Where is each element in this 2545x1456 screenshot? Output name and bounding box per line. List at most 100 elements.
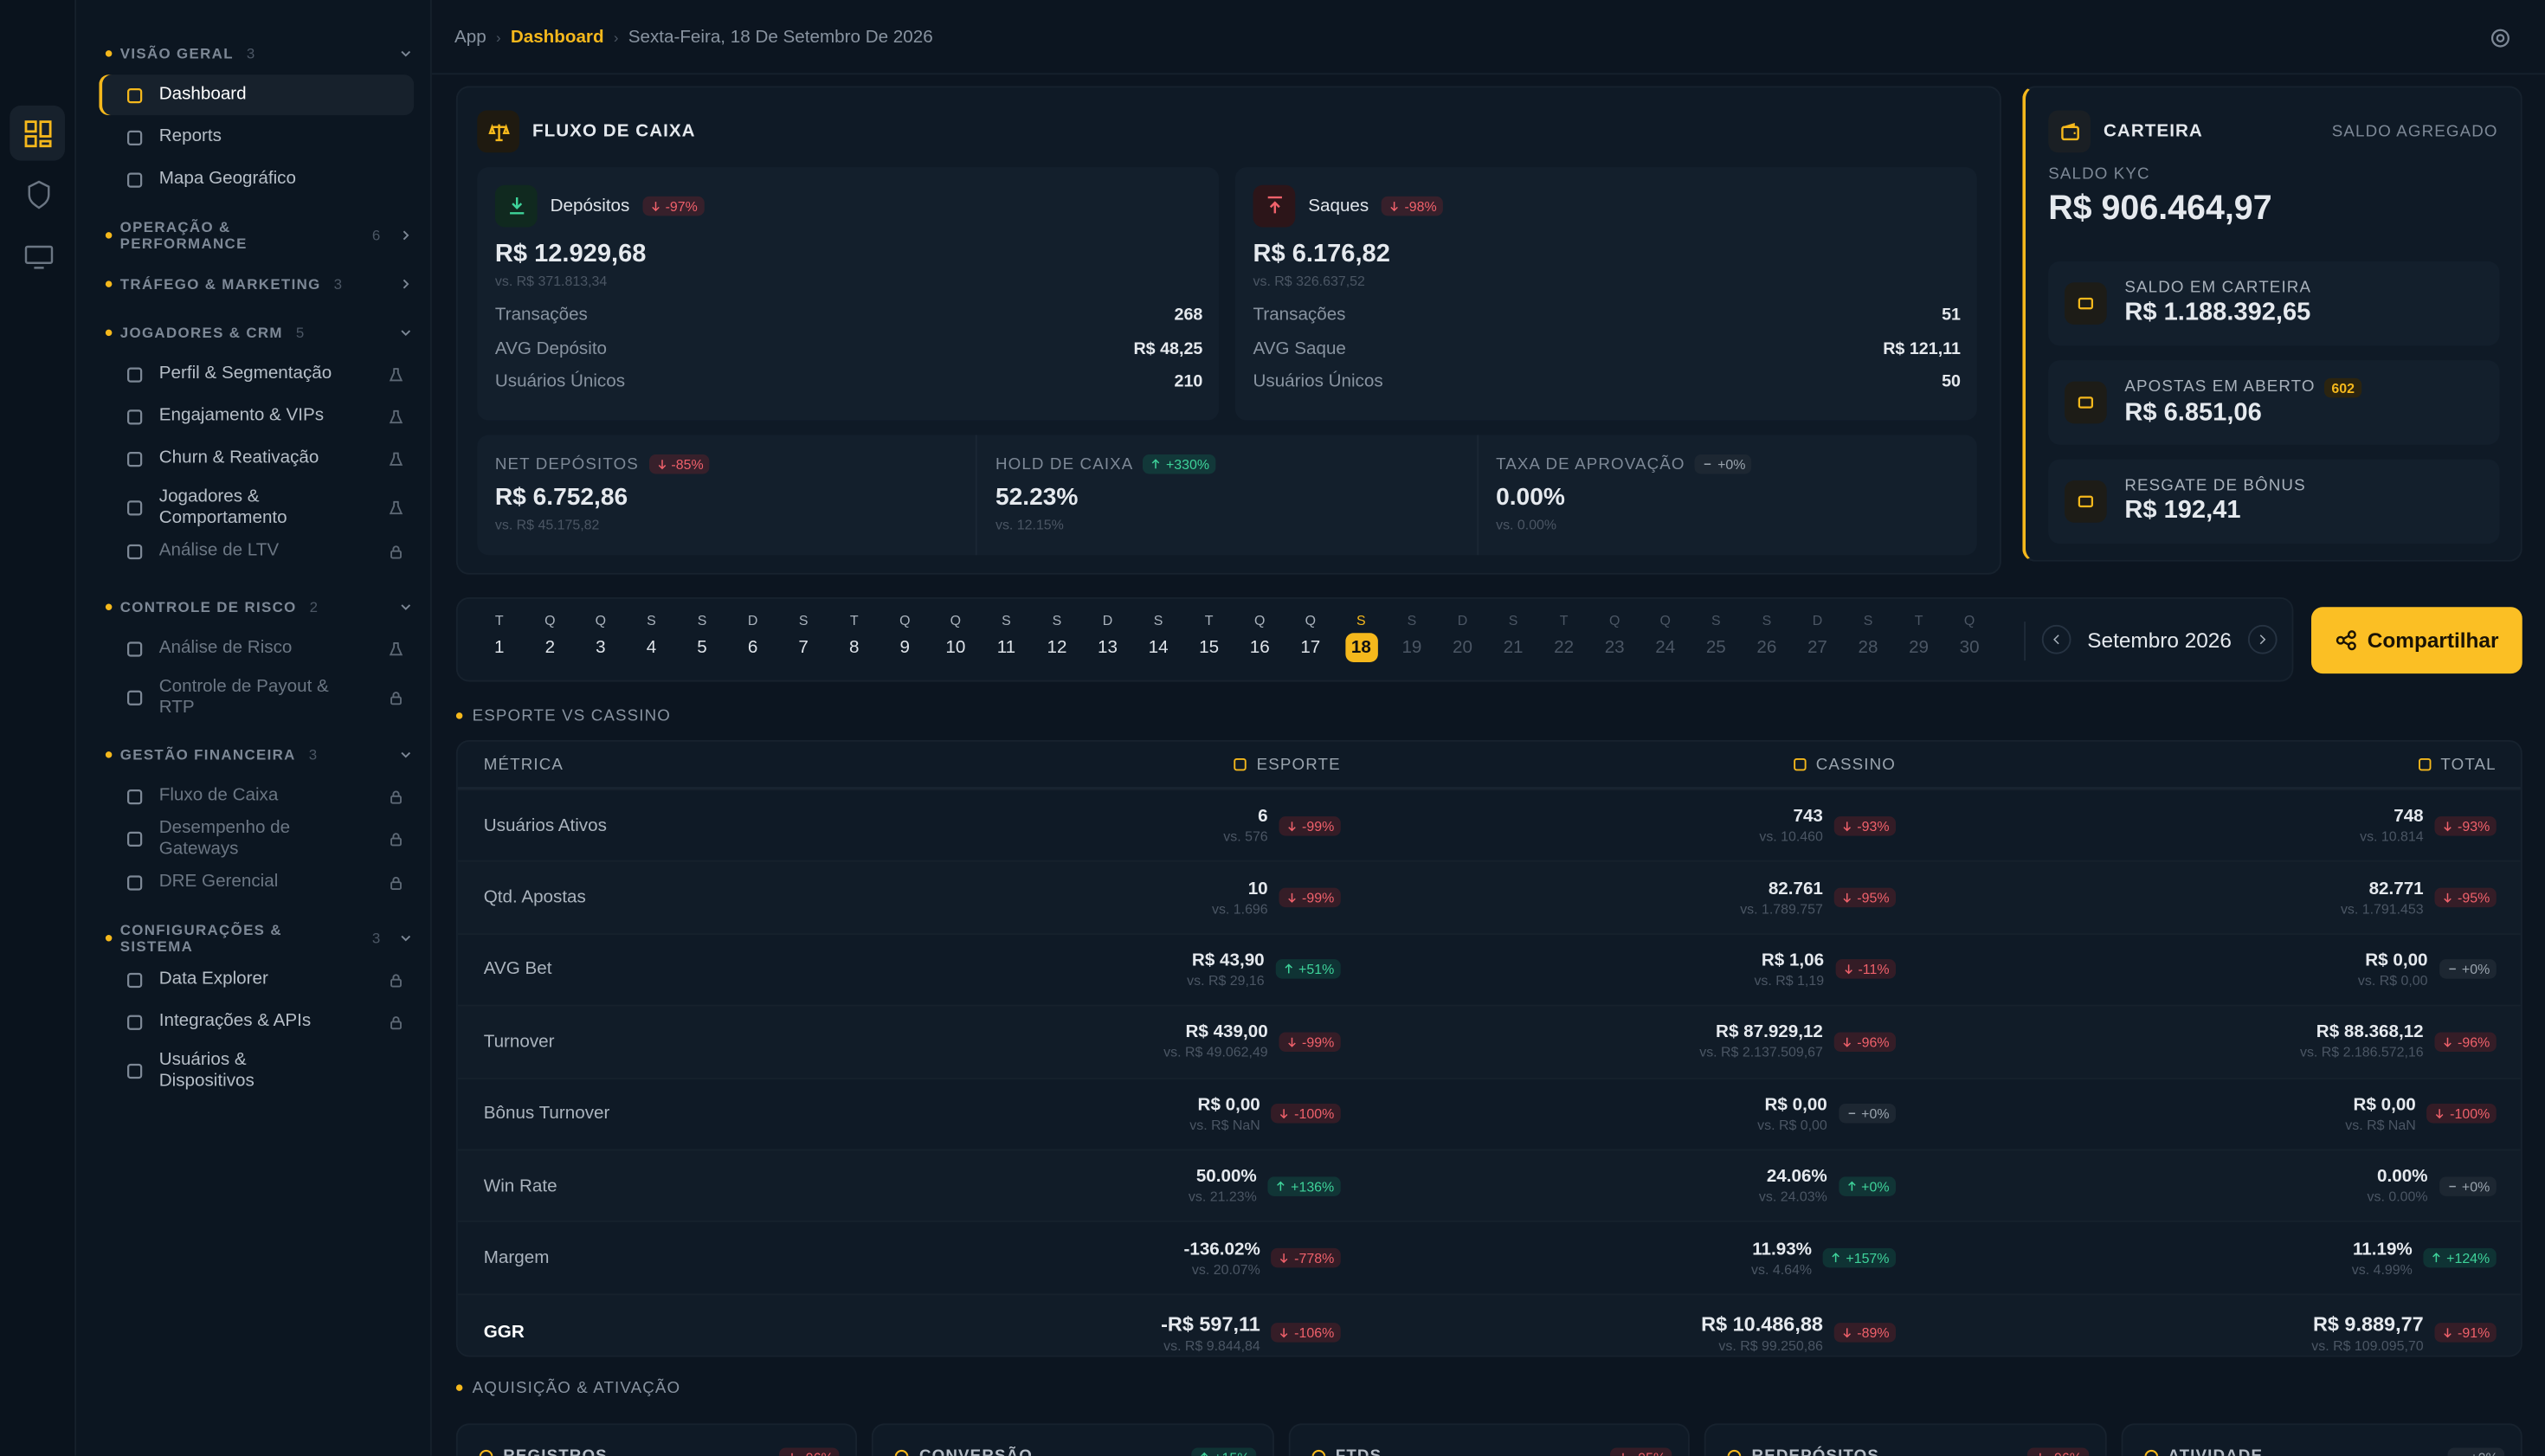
nav-group-header[interactable]: TRÁFEGO & MARKETING 3 — [99, 269, 414, 299]
day[interactable]: S 18 — [1336, 612, 1387, 662]
cell-values: -136.02% vs. 20.07% — [1183, 1240, 1260, 1277]
day[interactable]: D 13 — [1082, 612, 1133, 662]
rail-active[interactable] — [10, 105, 65, 161]
day[interactable]: S 28 — [1843, 612, 1894, 662]
cell-vs: vs. R$ 49.062,49 — [1163, 1044, 1268, 1061]
nav-item[interactable]: DRE Gerencial — [99, 862, 414, 903]
day[interactable]: S 21 — [1488, 612, 1539, 662]
nav-item[interactable]: Perfil & Segmentação — [99, 354, 414, 395]
day[interactable]: S 26 — [1742, 612, 1793, 662]
nav-group-header[interactable]: JOGADORES & CRM 5 — [99, 319, 414, 348]
trend-icon — [1388, 199, 1401, 212]
metric: HOLD DE CAIXA +330% 52.23% vs. 12.15% — [976, 435, 1476, 556]
group-count: 2 — [309, 598, 319, 615]
nav-group-header[interactable]: CONFIGURAÇÕES & SISTEMA 3 — [99, 922, 414, 955]
trend-icon — [1150, 458, 1163, 471]
nav-group-header[interactable]: GESTÃO FINANCEIRA 3 — [99, 740, 414, 770]
delta-text: +0% — [1717, 455, 1746, 473]
rail-icon[interactable] — [23, 178, 55, 211]
metric-value: R$ 6.752,86 — [494, 483, 628, 512]
breadcrumb-item[interactable]: App — [454, 26, 486, 47]
nav-item[interactable]: Engajamento & VIPs — [99, 396, 414, 437]
day[interactable]: D 20 — [1437, 612, 1488, 662]
nav-group-header[interactable]: OPERAÇÃO & PERFORMANCE 6 — [99, 219, 414, 252]
cell-values: R$ 9.889,77 vs. R$ 109.095,70 — [2311, 1312, 2423, 1353]
breadcrumb-item[interactable]: Dashboard — [510, 26, 604, 47]
day[interactable]: Q 17 — [1285, 612, 1337, 662]
crumb-sep: › — [495, 28, 501, 45]
table-cell: 10 vs. 1.696 -99% — [809, 879, 1341, 917]
day[interactable]: S 25 — [1691, 612, 1742, 662]
trend-icon-svg — [1288, 821, 1297, 831]
nav-group-header[interactable]: VISÃO GERAL 3 — [99, 39, 414, 68]
nav-item[interactable]: Desempenho de Gateways — [99, 818, 414, 860]
day[interactable]: S 14 — [1133, 612, 1184, 662]
flask-icon-svg — [389, 500, 403, 515]
cell-values: R$ 88.368,12 vs. R$ 2.186.572,16 — [2300, 1023, 2424, 1060]
day[interactable]: Q 16 — [1234, 612, 1285, 662]
nav-label: Churn & Reativação — [158, 448, 319, 468]
nav-item[interactable]: Análise de Risco — [99, 628, 414, 669]
day[interactable]: Q 30 — [1944, 612, 1995, 662]
nav-item[interactable]: Churn & Reativação — [99, 438, 414, 479]
nav-group-header[interactable]: CONTROLE DE RISCO 2 — [99, 592, 414, 622]
delta-text: -93% — [2458, 817, 2490, 834]
day-number: 13 — [1098, 637, 1118, 658]
weekday: S — [1153, 611, 1163, 628]
share-button[interactable]: Compartilhar — [2311, 607, 2522, 674]
nav-item[interactable]: Reports — [99, 117, 414, 158]
nav-item[interactable]: Dashboard — [99, 74, 415, 116]
day[interactable]: T 22 — [1538, 612, 1589, 662]
month-arrow[interactable] — [2041, 624, 2071, 654]
table-cell: R$ 439,00 vs. R$ 49.062,49 -99% — [809, 1023, 1341, 1060]
day-number: 1 — [494, 637, 505, 658]
weekday: T — [1914, 611, 1923, 628]
arrow-icon-svg — [2259, 635, 2266, 645]
day[interactable]: Q 10 — [931, 612, 982, 662]
rail-icon[interactable] — [23, 241, 55, 274]
panel-header: FLUXO DE CAIXA — [477, 110, 696, 153]
nav-item[interactable]: Integrações & APIs — [99, 1002, 414, 1042]
nav-item[interactable]: Mapa Geográfico — [99, 159, 414, 200]
month-arrow[interactable] — [2247, 624, 2278, 654]
settings-icon[interactable] — [2488, 26, 2512, 50]
day[interactable]: Q 24 — [1640, 612, 1691, 662]
trend-icon-svg — [657, 460, 666, 470]
day[interactable]: S 19 — [1387, 612, 1438, 662]
nav-item[interactable]: Controle de Payout & RTP — [99, 670, 414, 718]
cell-values: R$ 1,06 vs. R$ 1,19 — [1754, 951, 1824, 989]
day[interactable]: Q 23 — [1589, 612, 1640, 662]
day[interactable]: S 11 — [981, 612, 1032, 662]
table-cell: 24.06% vs. 24.03% +0% — [1341, 1167, 1896, 1205]
metric-label: HOLD DE CAIXA — [995, 454, 1134, 474]
lock-icon — [388, 788, 404, 804]
nav-item[interactable]: Fluxo de Caixa — [99, 776, 414, 816]
weekday: S — [1407, 611, 1417, 628]
nav-item[interactable]: Jogadores & Comportamento — [99, 480, 414, 529]
nav-icon-svg — [127, 690, 143, 705]
flow-row-value: R$ 48,25 — [1133, 338, 1203, 358]
delta-badge: -100% — [2426, 1104, 2497, 1124]
header-label: TOTAL — [2440, 755, 2497, 774]
nav-item[interactable]: Usuários & Dispositivos — [99, 1044, 414, 1092]
nav-item[interactable]: Data Explorer — [99, 959, 414, 1000]
nav-icon — [125, 170, 145, 190]
day[interactable]: T 29 — [1893, 612, 1944, 662]
day[interactable]: D 27 — [1792, 612, 1843, 662]
nav-item[interactable]: Análise de LTV — [99, 531, 414, 571]
trend-icon-svg — [1848, 1112, 1855, 1115]
metric-vs: vs. R$ 45.175,82 — [494, 516, 600, 532]
panel-title: FLUXO DE CAIXA — [532, 121, 696, 142]
trend-icon — [1278, 1107, 1291, 1120]
day[interactable]: S 12 — [1032, 612, 1083, 662]
day[interactable]: T 15 — [1183, 612, 1234, 662]
